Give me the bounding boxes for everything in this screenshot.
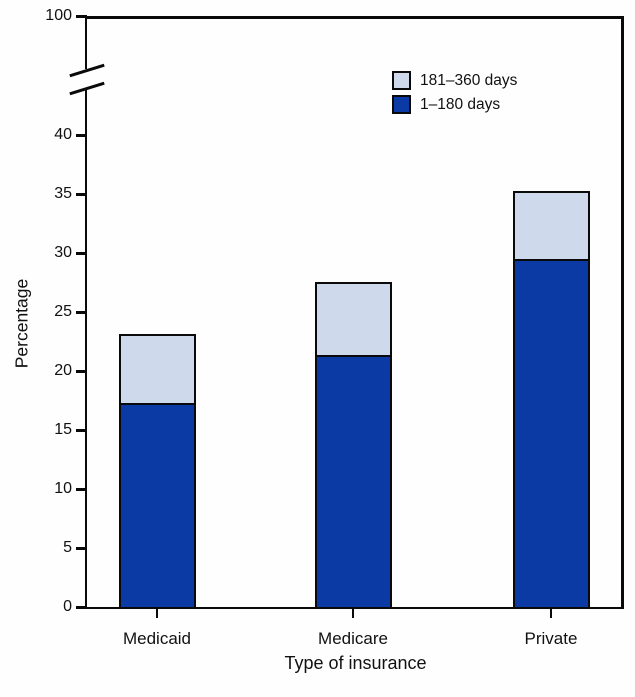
segment-181-360-days bbox=[514, 193, 588, 261]
y-axis-tick-label: 5 bbox=[63, 539, 72, 556]
plot-border-top bbox=[87, 16, 624, 19]
y-axis-title: Percentage bbox=[11, 278, 32, 369]
x-axis-tick bbox=[155, 608, 159, 618]
legend: 181–360 days 1–180 days bbox=[392, 71, 517, 115]
bar-medicaid bbox=[118, 334, 196, 609]
y-axis-tick-label-100: 100 bbox=[45, 7, 72, 24]
legend-row-1: 1–180 days bbox=[392, 95, 517, 115]
y-axis-tick bbox=[76, 547, 87, 550]
x-axis-title: Type of insurance bbox=[284, 653, 427, 673]
y-axis-tick bbox=[76, 606, 87, 609]
y-axis-line-lower-segment bbox=[84, 90, 88, 609]
y-axis-tick bbox=[76, 252, 87, 255]
x-category-label-private: Private bbox=[524, 629, 578, 648]
y-axis-tick bbox=[76, 429, 87, 432]
y-axis-tick-label: 40 bbox=[54, 126, 72, 143]
y-axis-tick-label: 10 bbox=[54, 480, 72, 497]
segment-181-360-days bbox=[316, 284, 390, 358]
y-axis-tick-label: 15 bbox=[54, 421, 72, 438]
segment-1-180-days bbox=[514, 260, 588, 607]
segment-1-180-days bbox=[316, 357, 390, 607]
bar-private bbox=[512, 191, 590, 609]
y-axis-tick-label: 25 bbox=[54, 303, 72, 320]
y-axis-line-upper-segment bbox=[84, 16, 88, 69]
legend-label: 181–360 days bbox=[420, 71, 518, 89]
legend-swatch-icon bbox=[392, 71, 411, 91]
plot-border-right bbox=[621, 16, 624, 609]
segment-181-360-days bbox=[120, 336, 194, 405]
x-axis-tick bbox=[549, 608, 553, 618]
y-axis-tick-label: 30 bbox=[54, 244, 72, 261]
legend-row-0: 181–360 days bbox=[392, 71, 517, 91]
legend-label: 1–180 days bbox=[420, 95, 501, 113]
x-axis-tick bbox=[351, 608, 355, 618]
segment-1-180-days bbox=[120, 404, 194, 607]
y-axis-tick-100 bbox=[76, 15, 87, 18]
y-axis-tick bbox=[76, 488, 87, 491]
y-axis-tick bbox=[76, 134, 87, 137]
x-category-label-medicare: Medicare bbox=[318, 629, 388, 648]
y-axis-tick-label: 0 bbox=[63, 598, 72, 615]
y-axis-tick-label: 20 bbox=[54, 362, 72, 379]
y-axis-tick bbox=[76, 193, 87, 196]
bar-medicare bbox=[314, 282, 392, 609]
y-axis-tick bbox=[76, 311, 87, 314]
legend-swatch-icon bbox=[392, 95, 411, 115]
y-axis-tick-label: 35 bbox=[54, 185, 72, 202]
x-category-label-medicaid: Medicaid bbox=[122, 629, 192, 648]
y-axis-tick bbox=[76, 370, 87, 373]
